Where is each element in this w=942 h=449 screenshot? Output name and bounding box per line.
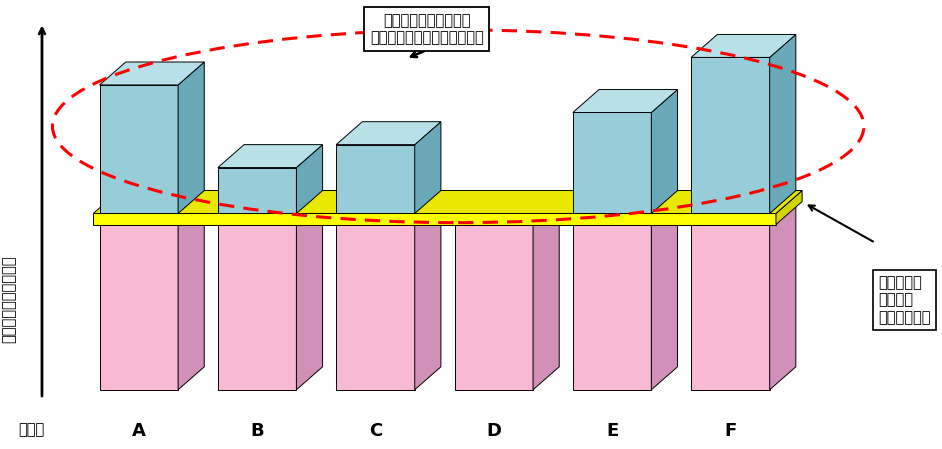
- Text: A: A: [132, 422, 146, 440]
- Text: E: E: [606, 422, 618, 440]
- Polygon shape: [651, 202, 677, 390]
- Polygon shape: [691, 224, 770, 390]
- Polygon shape: [178, 202, 204, 390]
- Text: 統一基準群
で定める
ベースライン: 統一基準群 で定める ベースライン: [879, 275, 931, 325]
- Polygon shape: [218, 202, 322, 224]
- Polygon shape: [573, 113, 651, 213]
- Polygon shape: [454, 224, 533, 390]
- Polygon shape: [297, 202, 322, 390]
- Polygon shape: [100, 202, 204, 224]
- Polygon shape: [414, 122, 441, 213]
- Text: F: F: [724, 422, 737, 440]
- Polygon shape: [100, 62, 204, 85]
- Polygon shape: [297, 145, 322, 213]
- Polygon shape: [776, 190, 803, 224]
- Polygon shape: [691, 35, 796, 57]
- Polygon shape: [533, 202, 560, 390]
- Polygon shape: [336, 202, 441, 224]
- Polygon shape: [691, 57, 770, 213]
- Polygon shape: [100, 224, 178, 390]
- Polygon shape: [573, 202, 677, 224]
- Polygon shape: [218, 224, 297, 390]
- Polygon shape: [573, 224, 651, 390]
- Text: 各機関の判断により、
さらに高い水準の対策を実施: 各機関の判断により、 さらに高い水準の対策を実施: [370, 13, 483, 45]
- Polygon shape: [218, 167, 297, 213]
- Polygon shape: [93, 190, 803, 213]
- Polygon shape: [218, 145, 322, 167]
- Polygon shape: [336, 122, 441, 145]
- Polygon shape: [770, 35, 796, 213]
- Polygon shape: [770, 202, 796, 390]
- Polygon shape: [573, 89, 677, 113]
- Polygon shape: [691, 202, 796, 224]
- Polygon shape: [651, 89, 677, 213]
- Polygon shape: [454, 202, 560, 224]
- Polygon shape: [100, 85, 178, 213]
- Text: C: C: [369, 422, 382, 440]
- Text: B: B: [251, 422, 264, 440]
- Polygon shape: [336, 224, 414, 390]
- Text: 情報セキュリティ水準: 情報セキュリティ水準: [1, 255, 16, 343]
- Polygon shape: [178, 62, 204, 213]
- Polygon shape: [414, 202, 441, 390]
- Polygon shape: [336, 145, 414, 213]
- Text: D: D: [486, 422, 501, 440]
- Text: 各機関: 各機関: [19, 422, 44, 437]
- Polygon shape: [93, 213, 776, 224]
